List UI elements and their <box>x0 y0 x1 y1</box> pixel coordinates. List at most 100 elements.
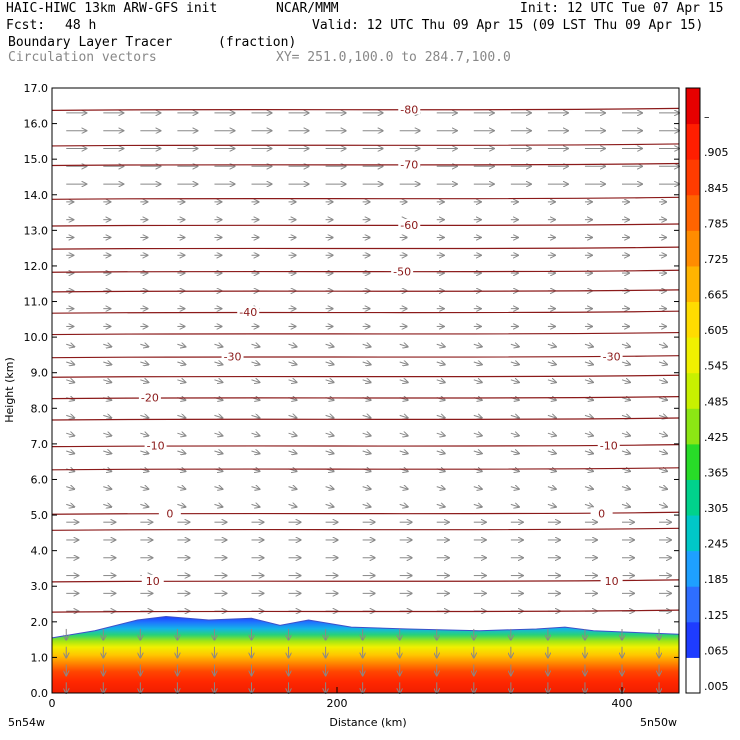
vector-arrow <box>177 415 185 418</box>
vector-arrow <box>547 433 556 436</box>
y-tick-label: 0.0 <box>31 687 49 700</box>
colorbar-swatch <box>686 301 700 338</box>
colorbar-label: .425 <box>704 431 729 444</box>
colorbar-swatch <box>686 337 700 374</box>
y-tick-label: 14.0 <box>24 189 49 202</box>
vector-arrow <box>140 362 148 365</box>
temperature-contour-line <box>51 196 680 200</box>
plot-frame <box>51 87 680 694</box>
colorbar-swatch <box>686 123 700 160</box>
vector-arrow <box>362 504 371 507</box>
contour-label: -70 <box>400 159 418 172</box>
vector-arrow <box>547 487 556 490</box>
colorbar-swatch <box>686 159 700 196</box>
colorbar-label: .065 <box>704 644 729 657</box>
contour-label: -50 <box>393 265 411 278</box>
vector-arrow <box>510 380 519 383</box>
contour-label-bg <box>158 507 181 519</box>
vector-arrow <box>140 433 148 436</box>
vector-arrow <box>325 504 334 507</box>
temperature-contour-line <box>51 467 680 471</box>
vector-arrow <box>547 362 556 365</box>
colorbar-swatch <box>686 408 700 445</box>
vector-arrow <box>288 415 297 418</box>
vector-arrow <box>584 451 593 454</box>
vector-arrow <box>658 451 667 454</box>
vector-arrow <box>214 487 222 490</box>
vector-arrow <box>510 433 519 436</box>
vector-arrow <box>66 380 74 383</box>
vector-arrow <box>177 504 185 507</box>
y-tick-label: 17.0 <box>24 82 49 95</box>
vector-arrow <box>621 415 630 418</box>
colorbar-label: .365 <box>704 466 729 479</box>
contour-label-bg <box>391 265 414 277</box>
vector-arrow <box>288 487 297 490</box>
vector-arrow <box>547 451 556 454</box>
x-axis-label: Distance (km) <box>329 716 406 729</box>
vector-arrow <box>399 362 408 365</box>
vector-arrow <box>584 433 593 436</box>
colorbar-label: .785 <box>704 217 729 230</box>
vector-arrow <box>66 487 74 490</box>
vector-arrow <box>103 504 111 507</box>
y-tick-label: 11.0 <box>24 296 49 309</box>
vector-arrow <box>473 504 482 507</box>
field-units: (fraction) <box>218 35 297 50</box>
vector-arrow <box>399 415 408 418</box>
colorbar-swatch <box>686 479 700 516</box>
vector-arrow <box>288 433 297 436</box>
y-tick-label: 10.0 <box>24 331 49 344</box>
contour-label-bg <box>141 574 164 586</box>
vector-arrow <box>325 433 334 436</box>
vector-arrow <box>584 415 593 418</box>
vector-arrow <box>66 362 74 365</box>
vector-arrow <box>510 344 519 347</box>
y-tick-label: 8.0 <box>31 402 49 415</box>
vector-arrow <box>510 504 519 507</box>
temperature-contours: -80 -70 -60 -50 -40 -30 -30 -20 -10 -10 0 0 10 10 <box>51 103 680 613</box>
vector-arrow <box>658 433 667 436</box>
vector-arrow <box>325 487 334 490</box>
vector-arrow <box>251 415 260 418</box>
colorbar-label: .305 <box>704 502 729 515</box>
vector-arrow <box>547 344 556 347</box>
vector-arrow <box>177 362 185 365</box>
vector-arrow <box>584 380 593 383</box>
vector-arrow <box>66 415 74 418</box>
vector-arrow <box>547 504 556 507</box>
colorbar-swatch <box>686 372 700 409</box>
vector-arrow <box>658 380 667 383</box>
vector-arrow <box>584 487 593 490</box>
vector-arrow <box>214 362 222 365</box>
vector-arrow <box>584 504 593 507</box>
vector-arrow <box>140 487 148 490</box>
vector-arrow <box>362 344 371 347</box>
vector-arrow <box>473 362 482 365</box>
temperature-contour-line <box>51 579 680 583</box>
vector-arrow <box>103 487 111 490</box>
vector-arrow <box>362 415 371 418</box>
vector-arrow <box>658 487 667 490</box>
colorbar: .005 .065 .125 .185 .245 .305 .365 .425 .485 .545… <box>685 87 729 694</box>
y-tick-label: 16.0 <box>24 118 49 131</box>
vector-arrow <box>399 487 408 490</box>
vector-arrow <box>436 362 445 365</box>
vector-arrow <box>177 433 185 436</box>
vector-arrow <box>436 504 445 507</box>
contour-label: -10 <box>147 440 165 453</box>
org-label: NCAR/MMM <box>276 1 339 16</box>
colorbar-label: .845 <box>704 182 729 195</box>
vector-arrow <box>436 433 445 436</box>
colorbar-swatch <box>686 621 700 658</box>
vector-arrow <box>473 433 482 436</box>
vector-arrow <box>251 380 260 383</box>
vector-arrow <box>473 344 482 347</box>
vector-arrow <box>140 380 148 383</box>
colorbar-label: – <box>704 111 710 124</box>
y-tick-label: 4.0 <box>31 545 49 558</box>
vector-arrow <box>251 433 260 436</box>
colorbar-frame <box>685 87 701 694</box>
colorbar-label: .485 <box>704 395 729 408</box>
vector-arrow <box>103 344 111 347</box>
